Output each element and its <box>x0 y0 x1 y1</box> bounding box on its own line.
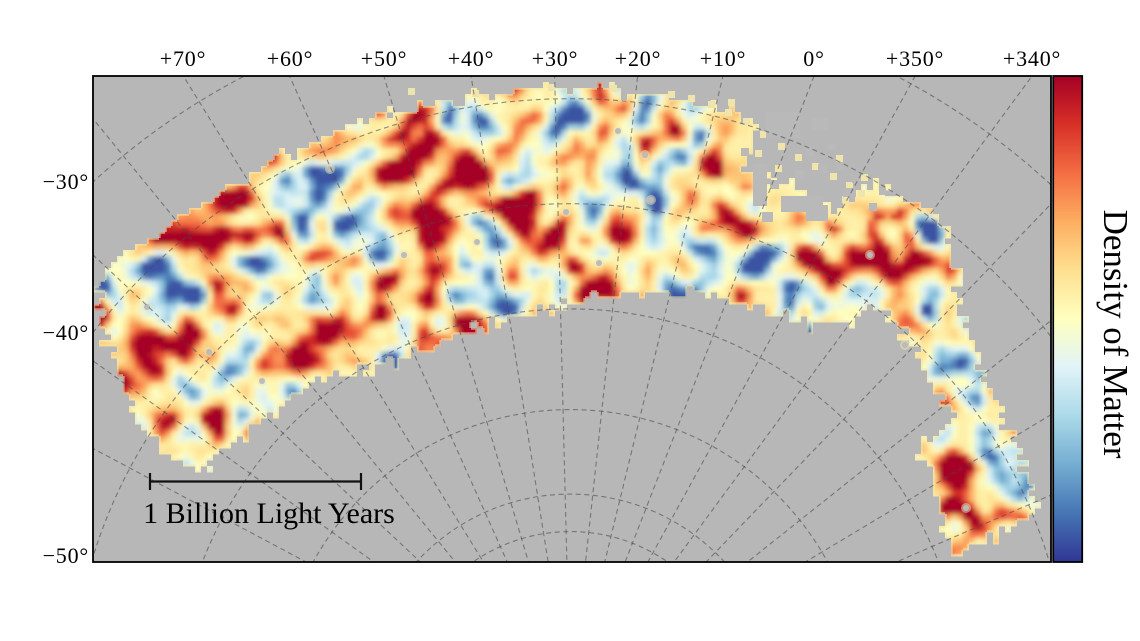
svg-text:1 Billion Light Years: 1 Billion Light Years <box>143 497 395 530</box>
svg-text:+340°: +340° <box>1003 46 1061 71</box>
svg-text:+60°: +60° <box>267 46 313 71</box>
svg-text:+50°: +50° <box>361 46 407 71</box>
svg-text:+40°: +40° <box>448 46 494 71</box>
svg-text:0°: 0° <box>803 46 824 71</box>
svg-text:−50°: −50° <box>43 543 89 568</box>
svg-text:+30°: +30° <box>532 46 578 71</box>
svg-text:+10°: +10° <box>700 46 746 71</box>
svg-text:+20°: +20° <box>615 46 661 71</box>
svg-text:Density of Matter: Density of Matter <box>1096 210 1135 459</box>
svg-text:−30°: −30° <box>43 169 89 194</box>
svg-text:−40°: −40° <box>43 320 89 345</box>
svg-text:+350°: +350° <box>886 46 944 71</box>
svg-text:+70°: +70° <box>160 46 206 71</box>
